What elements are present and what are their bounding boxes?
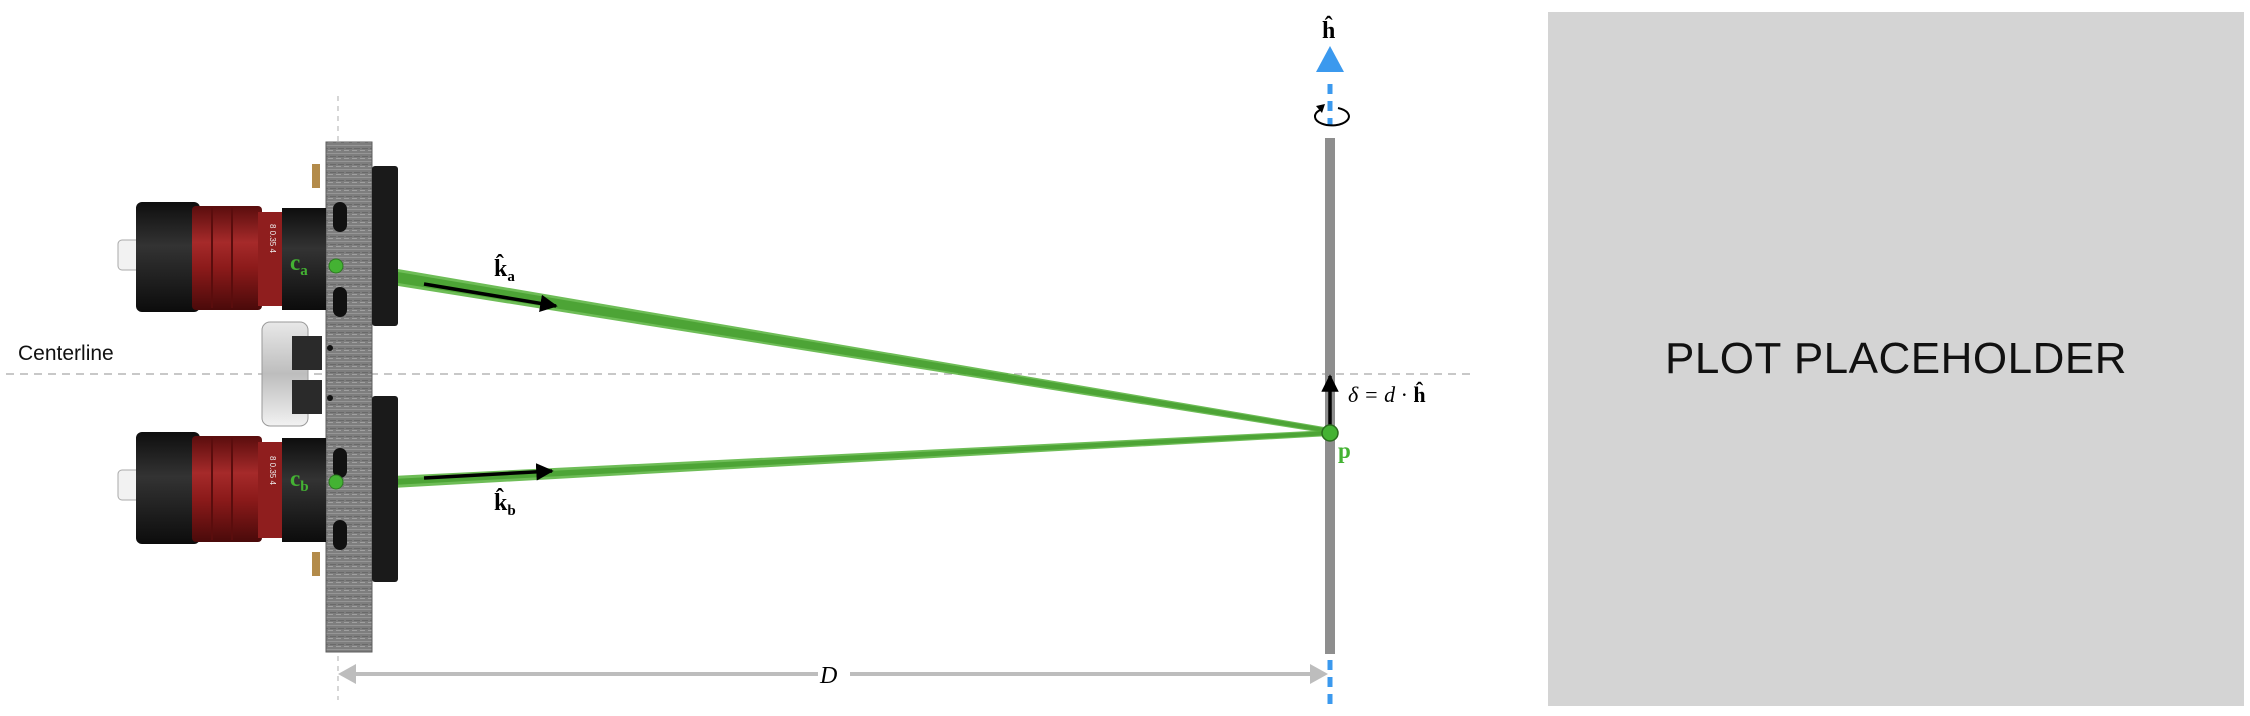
label-ca: ca (290, 250, 308, 279)
label-h-hat: ĥ (1322, 17, 1335, 44)
svg-text:8 0.35 4: 8 0.35 4 (268, 456, 277, 485)
camera-b: 8 0.35 4 (117, 432, 326, 544)
camera-a: 8 0.35 4 (117, 202, 326, 312)
rotation-arrow-icon (1313, 104, 1350, 127)
camera-center-b (328, 474, 344, 490)
label-ka: k̂a (494, 254, 515, 285)
centerline-label: Centerline (18, 342, 114, 365)
plot-placeholder: PLOT PLACEHOLDER (1548, 12, 2244, 706)
camera-center-a (328, 258, 344, 274)
label-cb: cb (290, 466, 309, 495)
arrow-head-icon (338, 664, 356, 684)
camera-a-back (372, 166, 398, 326)
svg-text:8 0.35 4: 8 0.35 4 (268, 224, 277, 253)
label-kb: k̂b (494, 488, 516, 519)
center-fixture (261, 321, 322, 427)
camera-b-back (372, 396, 398, 582)
laser-beam-a (392, 268, 1330, 434)
point-p (1321, 424, 1339, 442)
screw (312, 552, 320, 576)
laser-beam-b (392, 430, 1330, 488)
label-distance: D (819, 663, 837, 689)
placeholder-text: PLOT PLACEHOLDER (1664, 334, 2127, 383)
diagram-canvas: Centerline 8 (6, 17, 1470, 706)
vector-ka (423, 282, 558, 313)
mounting-plate (325, 141, 373, 653)
vector-kb (423, 463, 554, 481)
blue-triangle-icon (1316, 46, 1344, 72)
label-delta: δ = d · ĥ (1348, 382, 1426, 407)
label-p: p (1338, 438, 1351, 463)
screw (312, 164, 320, 188)
arrow-head-icon (1310, 664, 1328, 684)
